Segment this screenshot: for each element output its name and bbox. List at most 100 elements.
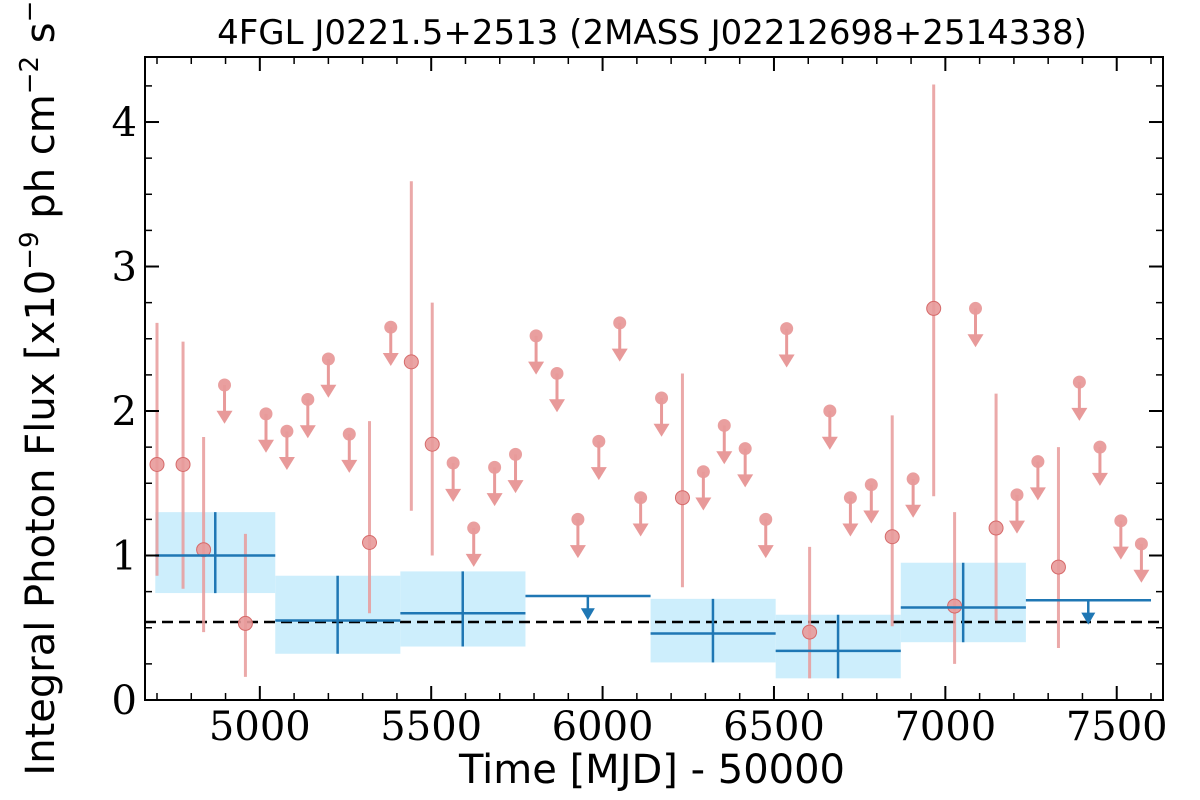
short-bin-upper-limit-point	[717, 418, 731, 432]
y-tick-label: 3	[112, 245, 137, 291]
x-tick-label: 5000	[209, 704, 311, 750]
short-bin-upper-limit-arrow	[611, 348, 628, 362]
short-bin-point	[674, 490, 690, 506]
short-bin-upper-limit-point	[259, 407, 273, 421]
short-bin-point	[362, 535, 378, 551]
short-bin-upper-limit-arrow	[341, 459, 358, 473]
short-bin-upper-limit-point	[969, 301, 983, 315]
short-bin-upper-limit-point	[906, 472, 920, 486]
short-bin-upper-limit-point	[467, 521, 481, 535]
y-label-mid2: s	[18, 22, 64, 56]
short-bin-upper-limit-point	[738, 442, 752, 456]
short-bin-upper-limit-arrow	[507, 480, 524, 494]
short-bin-upper-limit-arrow	[905, 504, 922, 518]
short-bin-point	[1050, 559, 1066, 575]
long-bin-upper-limit-arrow	[580, 608, 595, 621]
short-bin-upper-limit-arrow	[320, 384, 337, 398]
short-bin-upper-limit-arrow	[716, 451, 733, 465]
short-bin-upper-limit-point	[1134, 537, 1148, 551]
short-bin-upper-limit-point	[843, 491, 857, 505]
short-bin-upper-limit-arrow	[299, 425, 316, 439]
short-bin-upper-limit-arrow	[1091, 472, 1108, 486]
short-bin-upper-limit-point	[655, 391, 669, 405]
short-bin-upper-limit-point	[864, 478, 878, 492]
short-bin-point	[175, 456, 191, 472]
short-bin-point	[802, 624, 818, 640]
y-axis-label: Integral Photon Flux [x10−9 ph cm−2 s−1]	[15, 0, 64, 776]
short-bin-upper-limit-arrow	[1008, 520, 1025, 534]
short-bin-upper-limit-arrow	[632, 523, 649, 537]
short-bin-upper-limit-point	[696, 465, 710, 479]
short-bin-upper-limit-point	[613, 316, 627, 330]
short-bin-upper-limit-point	[759, 512, 773, 526]
short-bin-upper-limit-point	[529, 329, 543, 343]
x-axis-label: Time [MJD] - 50000	[458, 747, 845, 793]
short-bin-upper-limit-point	[446, 456, 460, 470]
short-bin-upper-limit-point	[571, 512, 585, 526]
short-bin-upper-limit-point	[321, 352, 335, 366]
short-bin-upper-limit-arrow	[1029, 487, 1046, 501]
x-tick-label: 6500	[723, 704, 825, 750]
y-tick-label: 0	[112, 678, 137, 724]
short-bin-upper-limit-arrow	[842, 523, 859, 537]
short-bin-upper-limit-arrow	[757, 545, 774, 559]
short-bin-upper-limit-point	[342, 427, 356, 441]
short-bin-point	[884, 529, 900, 545]
short-bin-upper-limit-point	[488, 460, 502, 474]
x-tick-label: 7000	[894, 704, 996, 750]
short-bin-upper-limit-point	[1031, 455, 1045, 469]
short-bin-upper-limit-point	[823, 404, 837, 418]
short-bin-upper-limit-arrow	[486, 493, 503, 507]
short-bin-upper-limit-arrow	[278, 457, 295, 471]
axis-ticks: 5000 5500 6000 6500 7000 7500 0 1 2 3 4	[112, 57, 1168, 750]
x-tick-label: 6000	[552, 704, 654, 750]
short-bin-point	[237, 615, 253, 631]
y-tick-label: 4	[112, 100, 137, 146]
short-bin-upper-limit-point	[1093, 440, 1107, 454]
short-bin-upper-limit-arrow	[821, 436, 838, 450]
long-bin-upper-limit-arrow	[1081, 612, 1096, 625]
short-bin-upper-limit-arrow	[465, 553, 482, 567]
short-bin-point	[149, 456, 165, 472]
short-bin-upper-limit-arrow	[653, 423, 670, 437]
x-tick-label: 7500	[1066, 704, 1168, 750]
short-bin-point	[988, 520, 1004, 536]
short-bin-upper-limit-point	[1072, 375, 1086, 389]
short-bin-upper-limit-arrow	[590, 467, 607, 481]
short-bin-upper-limit-point	[1114, 514, 1128, 528]
y-label-exp2: −2	[15, 56, 45, 94]
short-bin-upper-limit-arrow	[528, 361, 545, 375]
short-bin-upper-limit-arrow	[737, 474, 754, 488]
short-bin-points	[149, 84, 1150, 679]
y-label-prefix: Integral Photon Flux [x10	[18, 270, 64, 776]
plot-frame	[144, 56, 1164, 701]
y-label-exp3: −1	[15, 0, 45, 22]
short-bin-upper-limit-arrow	[445, 488, 462, 502]
short-bin-upper-limit-point	[1010, 488, 1024, 502]
short-bin-upper-limit-point	[592, 434, 606, 448]
short-bin-upper-limit-arrow	[382, 352, 399, 366]
short-bin-upper-limit-arrow	[548, 399, 565, 413]
short-bin-upper-limit-arrow	[1133, 569, 1150, 583]
y-label-exp1: −9	[15, 231, 45, 269]
short-bin-upper-limit-arrow	[216, 410, 233, 424]
short-bin-upper-limit-arrow	[695, 497, 712, 511]
short-bin-upper-limit-arrow	[967, 334, 984, 348]
x-tick-label: 5500	[380, 704, 482, 750]
short-bin-point	[947, 598, 963, 614]
y-tick-label: 1	[112, 534, 137, 580]
short-bin-upper-limit-arrow	[778, 354, 795, 368]
short-bin-upper-limit-point	[509, 447, 523, 461]
short-bin-upper-limit-arrow	[1112, 546, 1129, 560]
short-bin-point	[424, 436, 440, 452]
chart-title: 4FGL J0221.5+2513 (2MASS J02212698+25143…	[217, 13, 1087, 53]
y-tick-label: 2	[112, 389, 137, 435]
short-bin-point	[926, 300, 942, 316]
short-bin-upper-limit-arrow	[569, 545, 586, 559]
short-bin-point	[403, 354, 419, 370]
short-bin-upper-limit-point	[384, 320, 398, 334]
short-bin-upper-limit-point	[301, 392, 315, 406]
y-label-mid: ph cm	[18, 94, 64, 231]
short-bin-upper-limit-point	[634, 491, 648, 505]
